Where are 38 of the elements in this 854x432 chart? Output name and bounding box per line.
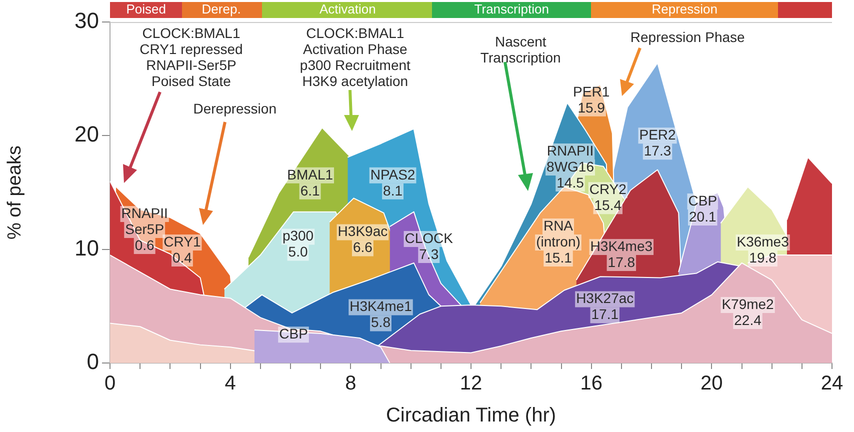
text: Repression bbox=[652, 2, 718, 17]
text: Poised bbox=[126, 2, 166, 17]
x-tick-label: 16 bbox=[580, 372, 602, 395]
annotation: PER2 17.3 bbox=[639, 126, 676, 158]
annotation: RNA (intron) 15.1 bbox=[536, 217, 580, 266]
text: Transcription bbox=[474, 2, 549, 17]
x-tick-label: 24 bbox=[820, 372, 844, 395]
x-tick-label: 12 bbox=[460, 372, 482, 395]
x-tick-label: 4 bbox=[224, 372, 236, 395]
y-tick-label: 10 bbox=[74, 235, 99, 260]
annotation: K79me2 22.4 bbox=[722, 296, 774, 328]
annotation: Derepression bbox=[193, 100, 276, 116]
annotation: PER1 15.9 bbox=[573, 83, 610, 116]
annotation: H3K27ac 17.1 bbox=[576, 290, 634, 322]
annotation: H3K4me3 17.8 bbox=[590, 238, 653, 270]
x-tick-label: 20 bbox=[700, 372, 723, 395]
annotation: BMAL1 6.1 bbox=[287, 166, 334, 198]
y-tick-label: 0 bbox=[86, 349, 99, 374]
x-tick-label: 8 bbox=[345, 372, 356, 395]
annotation: H3K4me1 5.8 bbox=[350, 298, 412, 330]
y-tick-label: 30 bbox=[74, 8, 99, 34]
annotation: K36me3 19.8 bbox=[736, 233, 790, 266]
annotation: CLOCK:BMAL1 CRY1 repressed RNAPII-Ser5P Poised State bbox=[140, 25, 243, 90]
text: Activation bbox=[319, 2, 376, 17]
annotation: Nascent Transcription bbox=[480, 33, 561, 66]
y-tick-label: 20 bbox=[74, 122, 99, 147]
annotation: Repression Phase bbox=[630, 28, 746, 45]
text: Derep. bbox=[202, 2, 241, 17]
annotation: CBP bbox=[279, 325, 308, 342]
annotation: NPAS2 8.1 bbox=[370, 166, 416, 198]
annotation: H3K9ac 6.6 bbox=[338, 223, 388, 256]
annotation: p300 5.0 bbox=[282, 228, 314, 260]
annotation: CLOCK 7.3 bbox=[404, 230, 454, 262]
x-tick-label: 0 bbox=[104, 372, 116, 395]
annotation: CBP 20.1 bbox=[688, 192, 718, 224]
x-axis-title: Circadian Time (hr) bbox=[386, 404, 556, 427]
annotation: CLOCK:BMAL1 Activation Phase p300 Recruitment H3K9 acetylation bbox=[300, 25, 411, 90]
y-axis-title: % of peaks bbox=[4, 146, 26, 240]
